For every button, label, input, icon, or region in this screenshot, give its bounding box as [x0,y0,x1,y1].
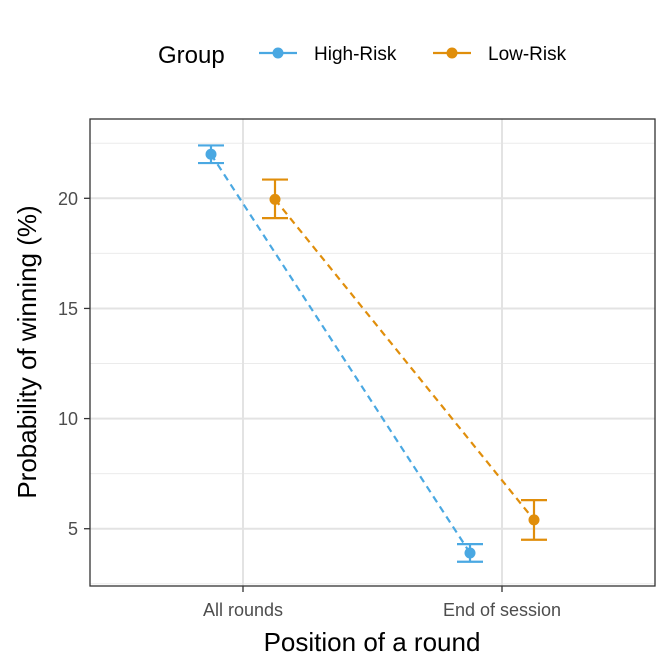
series-line [210,153,471,554]
legend-key-point [272,47,284,59]
plot-panel [90,119,655,586]
series-low-risk [262,178,547,541]
y-tick-label: 5 [68,519,78,539]
plot-border [89,118,656,587]
legend: Group High-Risk Low-Risk [158,42,567,69]
x-axis-title: Position of a round [264,627,481,657]
data-point [528,514,540,526]
legend-title: Group [158,42,225,69]
y-tick-label: 10 [58,409,78,429]
legend-key-point [446,47,458,59]
data-point [464,547,476,559]
data-point [269,193,281,205]
series-high-risk [198,144,483,563]
legend-item: High-Risk [259,44,397,65]
x-tick-label: All rounds [203,600,283,620]
x-tick-label: End of session [443,600,561,620]
series-line [274,198,535,521]
legend-label: High-Risk [314,44,397,65]
legend-label: Low-Risk [488,44,567,65]
y-tick-label: 20 [58,189,78,209]
legend-item: Low-Risk [433,44,567,65]
data-point [205,148,217,160]
y-tick-label: 15 [58,299,78,319]
y-axis-title: Probability of winning (%) [12,205,42,498]
